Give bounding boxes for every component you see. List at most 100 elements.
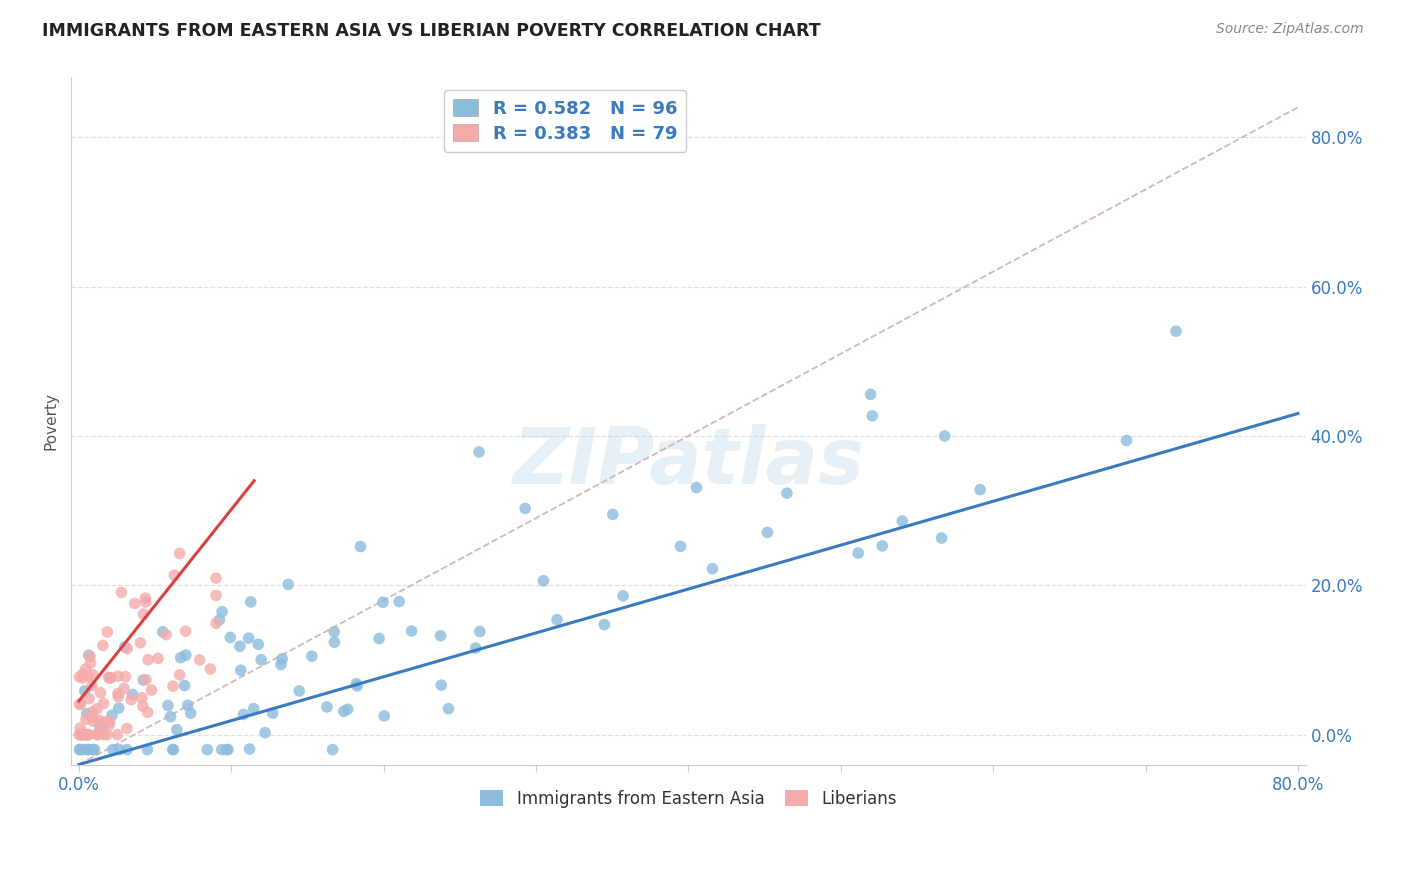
Point — [93, 728, 115, 742]
Point — [72, 667, 94, 681]
Point — [934, 429, 956, 443]
Point — [77, 742, 100, 756]
Point — [69, 742, 91, 756]
Point — [346, 679, 368, 693]
Point — [271, 652, 294, 666]
Point — [333, 704, 356, 718]
Point — [77, 648, 100, 663]
Point — [141, 683, 163, 698]
Point — [152, 624, 174, 639]
Point — [79, 649, 101, 664]
Point — [205, 616, 228, 631]
Point — [239, 595, 262, 609]
Point — [67, 728, 90, 742]
Point — [685, 481, 707, 495]
Point — [702, 562, 724, 576]
Point — [135, 595, 157, 609]
Point — [76, 706, 98, 721]
Point — [388, 594, 411, 608]
Point — [73, 684, 96, 698]
Point — [69, 697, 91, 711]
Point — [135, 673, 157, 687]
Point — [174, 648, 197, 662]
Point — [107, 690, 129, 704]
Point — [83, 742, 105, 756]
Point — [91, 639, 114, 653]
Point — [155, 627, 177, 641]
Point — [969, 483, 991, 497]
Point — [96, 728, 118, 742]
Point — [77, 691, 100, 706]
Point — [75, 712, 97, 726]
Point — [97, 670, 120, 684]
Point — [174, 624, 197, 639]
Point — [776, 486, 799, 500]
Point — [288, 684, 311, 698]
Text: Source: ZipAtlas.com: Source: ZipAtlas.com — [1216, 22, 1364, 37]
Point — [72, 671, 94, 685]
Point — [98, 718, 121, 732]
Point — [107, 701, 129, 715]
Point — [162, 679, 184, 693]
Point — [180, 706, 202, 721]
Point — [73, 728, 96, 742]
Point — [195, 742, 218, 756]
Point — [322, 742, 344, 756]
Point — [166, 723, 188, 737]
Point — [72, 742, 94, 756]
Point — [115, 742, 138, 756]
Point — [270, 657, 292, 672]
Point — [169, 546, 191, 560]
Point — [132, 673, 155, 687]
Point — [208, 613, 231, 627]
Point — [205, 588, 228, 602]
Point — [69, 721, 91, 735]
Point — [891, 514, 914, 528]
Point — [232, 707, 254, 722]
Point — [146, 651, 169, 665]
Point — [373, 709, 395, 723]
Point — [101, 708, 124, 723]
Point — [107, 687, 129, 701]
Point — [76, 728, 98, 742]
Point — [112, 681, 135, 696]
Point — [69, 728, 91, 742]
Point — [323, 624, 346, 639]
Point — [132, 699, 155, 714]
Point — [931, 531, 953, 545]
Point — [1164, 324, 1187, 338]
Point — [371, 595, 394, 609]
Point — [70, 728, 93, 742]
Point — [205, 571, 228, 585]
Point — [115, 641, 138, 656]
Point — [163, 568, 186, 582]
Point — [846, 546, 869, 560]
Point — [96, 624, 118, 639]
Point — [349, 540, 371, 554]
Point — [76, 742, 98, 756]
Point — [229, 640, 252, 654]
Point — [177, 698, 200, 713]
Point — [254, 725, 277, 739]
Point — [120, 692, 142, 706]
Point — [430, 678, 453, 692]
Point — [124, 597, 146, 611]
Point — [89, 714, 111, 728]
Point — [76, 728, 98, 742]
Point — [546, 613, 568, 627]
Point — [602, 508, 624, 522]
Point — [93, 697, 115, 711]
Point — [94, 714, 117, 729]
Point — [77, 728, 100, 742]
Point — [401, 624, 423, 638]
Point — [344, 676, 367, 690]
Point — [82, 742, 104, 756]
Point — [162, 742, 184, 756]
Point — [316, 700, 339, 714]
Point — [323, 635, 346, 649]
Point — [219, 631, 242, 645]
Point — [429, 629, 451, 643]
Point — [247, 637, 270, 651]
Point — [86, 702, 108, 716]
Point — [98, 714, 121, 729]
